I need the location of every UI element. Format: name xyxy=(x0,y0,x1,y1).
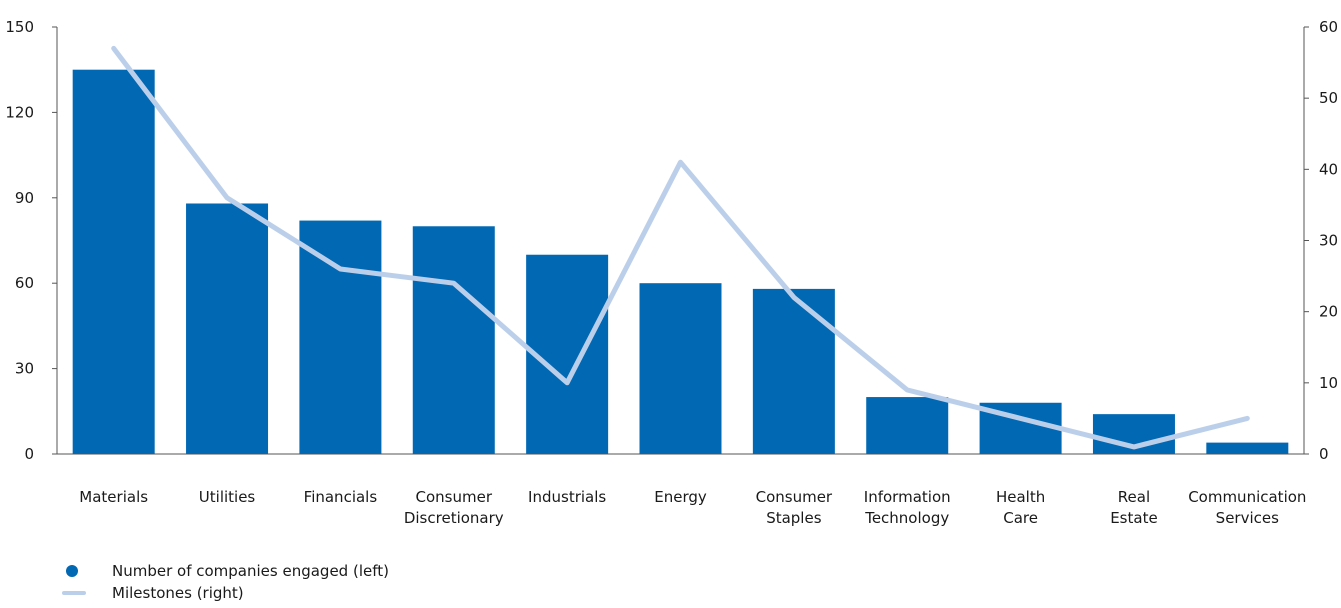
x-tick-label: Consumer Staples xyxy=(756,488,833,527)
line-series xyxy=(111,45,1250,450)
bar-series xyxy=(72,69,1289,454)
bar xyxy=(299,220,382,454)
bar xyxy=(1206,442,1289,454)
y-left-tick-label: 60 xyxy=(15,274,34,292)
y-right-tick-label: 50 xyxy=(1319,89,1338,107)
x-tick-label: Financials xyxy=(304,488,378,506)
bar xyxy=(526,254,609,454)
y-left-tick-label: 0 xyxy=(24,445,34,463)
y-right-tick-label: 60 xyxy=(1319,18,1338,36)
milestones-line xyxy=(111,45,1250,450)
x-tick-label: Energy xyxy=(654,488,707,506)
bar xyxy=(186,203,269,454)
x-tick-label: Industrials xyxy=(528,488,606,506)
y-left-tick-label: 30 xyxy=(15,360,34,378)
y-left-tick-label: 150 xyxy=(5,18,34,36)
legend-swatch-bar xyxy=(66,565,78,577)
axes: 0 30 60 90 120 150 0 10 20 30 40 50 60 xyxy=(5,18,1338,463)
legend-item-milestones: Milestones (right) xyxy=(62,582,389,604)
legend-swatch-line xyxy=(62,591,86,595)
y-right-tick-label: 10 xyxy=(1319,374,1338,392)
x-tick-label: Information Technology xyxy=(864,488,951,527)
x-tick-label: Communication Services xyxy=(1188,488,1306,527)
y-right-tick-label: 0 xyxy=(1319,445,1329,463)
y-right-tick-label: 40 xyxy=(1319,160,1338,178)
legend-label-milestones: Milestones (right) xyxy=(112,584,244,602)
x-axis-labels: Materials Utilities Financials Consumer Disc… xyxy=(79,488,1306,527)
bar xyxy=(639,283,722,454)
bar xyxy=(72,69,155,454)
x-tick-label: Health Care xyxy=(996,488,1045,527)
legend-item-companies: Number of companies engaged (left) xyxy=(62,560,389,582)
y-right-tick-label: 20 xyxy=(1319,303,1338,321)
bar xyxy=(412,226,495,454)
x-tick-label: Utilities xyxy=(199,488,256,506)
x-tick-label: Materials xyxy=(79,488,148,506)
y-left-tick-label: 120 xyxy=(5,103,34,121)
bar xyxy=(866,397,949,454)
legend: Number of companies engaged (left) Miles… xyxy=(62,560,389,604)
x-tick-label: Real Estate xyxy=(1110,488,1157,527)
legend-label-companies: Number of companies engaged (left) xyxy=(112,562,389,580)
x-tick-label: Consumer Discretionary xyxy=(404,488,504,527)
y-right-tick-label: 30 xyxy=(1319,232,1338,250)
bar xyxy=(752,288,835,454)
y-left-tick-label: 90 xyxy=(15,189,34,207)
